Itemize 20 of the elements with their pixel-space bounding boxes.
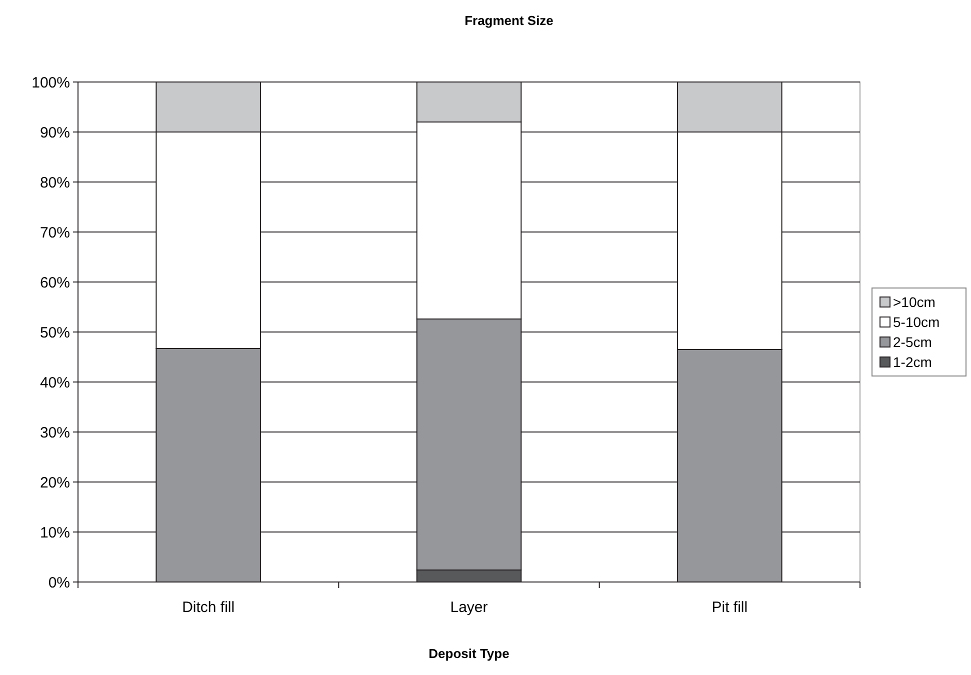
x-axis-title: Deposit Type bbox=[428, 646, 510, 661]
y-tick-label: 10% bbox=[40, 524, 70, 542]
y-tick-label: 20% bbox=[40, 474, 70, 492]
legend-label: 1-2cm bbox=[893, 354, 932, 370]
legend-label: 2-5cm bbox=[893, 334, 932, 350]
y-tick-label: 0% bbox=[48, 574, 70, 592]
y-tick-label: 100% bbox=[32, 74, 70, 92]
x-tick-label: Pit fill bbox=[712, 599, 748, 616]
legend-label: 5-10cm bbox=[893, 314, 940, 330]
y-tick-label: 30% bbox=[40, 424, 70, 442]
x-tick-label: Layer bbox=[450, 599, 488, 616]
y-tick-label: 80% bbox=[40, 174, 70, 192]
y-tick-label: 70% bbox=[40, 224, 70, 242]
y-tick-label: 60% bbox=[40, 274, 70, 292]
y-tick-label: 40% bbox=[40, 374, 70, 392]
x-tick-label: Ditch fill bbox=[182, 599, 235, 616]
y-tick-label: 90% bbox=[40, 124, 70, 142]
chart-title: Fragment Size bbox=[464, 13, 554, 28]
y-tick-label: 50% bbox=[40, 324, 70, 342]
legend-label: >10cm bbox=[893, 294, 936, 310]
